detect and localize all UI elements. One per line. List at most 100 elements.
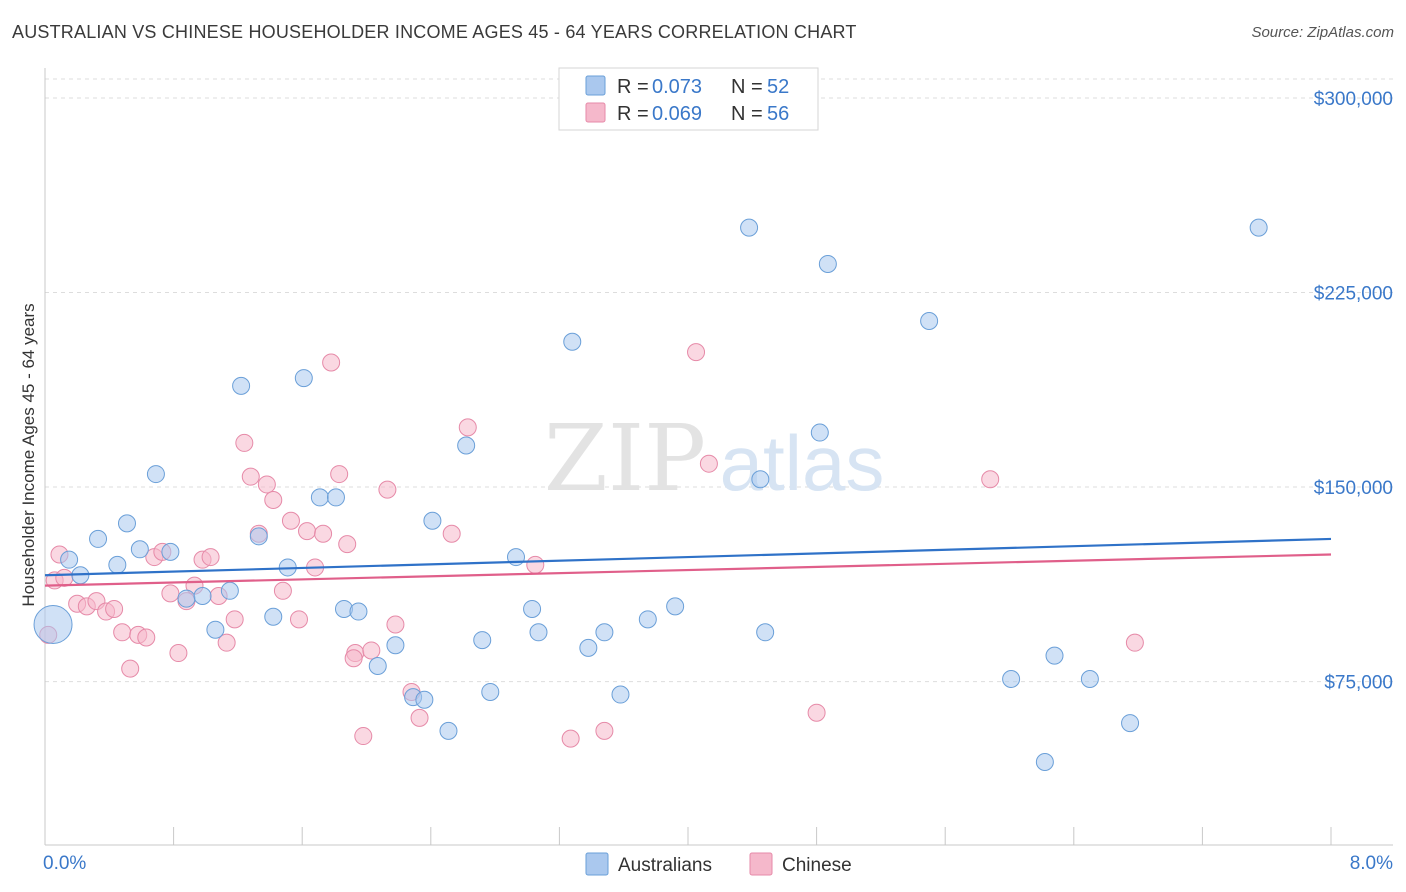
australians-point [130, 540, 149, 559]
chinese-point [201, 548, 220, 567]
legend-r-value: 0.073 [652, 76, 702, 98]
australians-point [740, 218, 759, 237]
australians-point [264, 607, 283, 626]
chinese-point [344, 649, 363, 668]
australians-point [415, 690, 434, 709]
australians-trend-line [44, 537, 1332, 577]
australians-point [638, 610, 657, 629]
chinese-point [807, 703, 826, 722]
australians-point [206, 620, 225, 639]
chinese-point [113, 623, 132, 642]
australians-point [595, 623, 614, 642]
x-tick-label: 8.0% [1350, 853, 1393, 874]
legend-swatch-australians [585, 75, 606, 96]
australians-point [579, 638, 598, 657]
chinese-point [169, 644, 188, 663]
watermark-zip: ZIP [544, 405, 706, 512]
australians-point [1035, 752, 1054, 771]
australians-point [818, 254, 837, 273]
series-legend-label-chinese: Chinese [782, 855, 852, 876]
chinese-point [298, 522, 317, 541]
chinese-point [55, 568, 74, 587]
australians-point [326, 488, 345, 507]
chinese-point [1125, 633, 1144, 652]
australians-point [529, 623, 548, 642]
australians-point [89, 529, 108, 548]
chinese-point [386, 615, 405, 634]
chinese-point [264, 491, 283, 510]
series-legend-label-australians: Australians [618, 855, 712, 876]
chinese-point [526, 555, 545, 574]
series-legend-swatch-australians [585, 852, 609, 876]
chinese-point [378, 480, 397, 499]
australians-point [117, 514, 136, 533]
x-tick-label: 0.0% [43, 853, 86, 874]
australians-point [473, 631, 492, 650]
australians-point [423, 511, 442, 530]
y-tick-labels: $75,000 $150,000 $225,000 $300,000 [1314, 89, 1393, 694]
chinese-point [217, 633, 236, 652]
australians-point [481, 682, 500, 701]
chinese-point [241, 467, 260, 486]
australians-point [108, 555, 127, 574]
y-axis-title: Householder Income Ages 45 - 64 years [19, 303, 38, 606]
australians-point [1002, 669, 1021, 688]
chinese-point [289, 610, 308, 629]
chinese-point [981, 470, 1000, 489]
chinese-point [362, 641, 381, 660]
chinese-trend-line [44, 553, 1332, 587]
y-tick-label: $300,000 [1314, 89, 1393, 110]
chinese-point [322, 353, 341, 372]
chinese-point [595, 721, 614, 740]
australians-point [368, 657, 387, 676]
chinese-point [281, 511, 300, 530]
australians-point [294, 369, 313, 388]
australians-point [193, 586, 212, 605]
chart-title: AUSTRALIAN VS CHINESE HOUSEHOLDER INCOME… [12, 22, 857, 42]
chinese-point [314, 524, 333, 543]
chinese-point [442, 524, 461, 543]
y-tick-label: $150,000 [1314, 478, 1393, 499]
chinese-point [699, 454, 718, 473]
australians-point [756, 623, 775, 642]
australians-point [611, 685, 630, 704]
trend-lines [44, 537, 1332, 587]
x-tick-labels: 0.0% 8.0% [43, 853, 1393, 874]
australians-point [60, 550, 79, 569]
y-tick-label: $225,000 [1314, 283, 1393, 304]
australians-point [146, 465, 165, 484]
stats-legend: R = 0.073 N = 52 R = 0.069 N = 56 [558, 67, 819, 131]
watermark: ZIP atlas [544, 405, 884, 512]
australians-point [1045, 646, 1064, 665]
australians-point [220, 581, 239, 600]
axes [44, 68, 1393, 846]
australians-point [810, 423, 829, 442]
australians-point [349, 602, 368, 621]
source-credit: Source: ZipAtlas.com [1251, 24, 1394, 41]
chinese-point [257, 475, 276, 494]
legend-swatch-chinese [585, 102, 606, 123]
australians-point [523, 599, 542, 618]
australians-point [1080, 669, 1099, 688]
data-points [33, 218, 1268, 771]
chinese-point [121, 659, 140, 678]
australians-point [563, 332, 582, 351]
australians-point [457, 436, 476, 455]
chinese-point [338, 535, 357, 554]
australians-point [249, 527, 268, 546]
chinese-point [354, 727, 373, 746]
legend-n-value: 56 [767, 103, 789, 125]
australians-point [920, 312, 939, 331]
chinese-point [105, 599, 124, 618]
legend-n-label: N = [731, 76, 763, 98]
australians-point [439, 721, 458, 740]
australians-point [33, 605, 73, 645]
legend-n-value: 52 [767, 76, 789, 98]
australians-point [666, 597, 685, 616]
australians-point [310, 488, 329, 507]
chinese-point [225, 610, 244, 629]
chinese-point [687, 343, 706, 362]
chinese-point [235, 433, 254, 452]
australians-point [1121, 714, 1140, 733]
